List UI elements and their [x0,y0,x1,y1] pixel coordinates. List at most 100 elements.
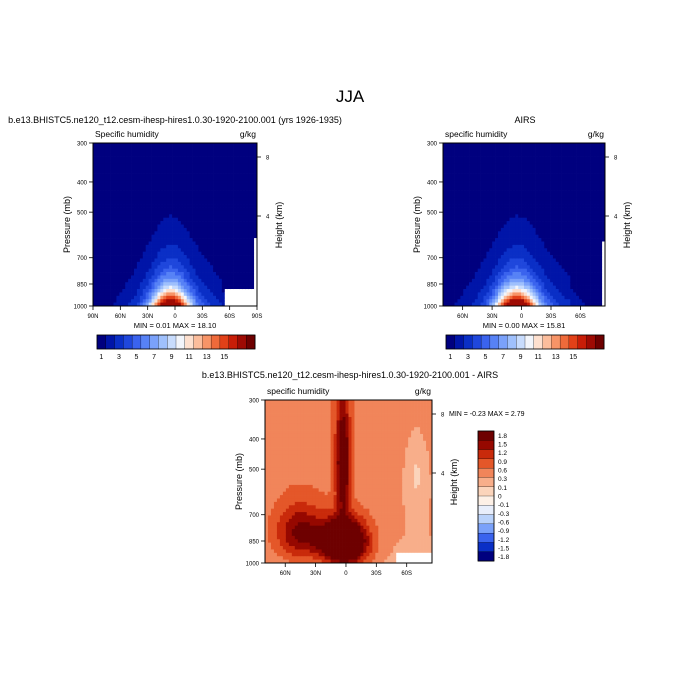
heatmap-cell [195,299,199,303]
heatmap-cell [180,173,185,178]
heatmap-cell [198,166,202,171]
heatmap-cell [248,241,252,246]
heatmap-cell [128,231,132,236]
heatmap-cell [489,217,493,222]
heatmap-cell [189,244,193,249]
heatmap-cell [547,204,551,208]
heatmap-cell [242,231,246,236]
heatmap-cell [535,258,539,263]
heatmap-cell [172,295,176,300]
heatmap-cell [573,227,577,232]
heatmap-cell [210,207,214,212]
heatmap-cell [245,282,249,286]
heatmap-cell [122,149,126,154]
heatmap-cell [104,278,108,283]
heatmap-cell [509,197,513,202]
heatmap-cell [547,258,551,263]
heatmap-cell [169,221,173,225]
heatmap-cell [503,173,507,178]
heatmap-cell [195,227,199,232]
heatmap-cell [142,258,147,263]
heatmap-cell [236,156,240,161]
heatmap-cell [101,272,106,276]
heatmap-cell [113,217,117,222]
heatmap-cell [98,289,103,293]
heatmap-cell [547,241,551,246]
heatmap-cell [576,241,580,246]
heatmap-cell [454,207,458,212]
heatmap-cell [445,207,450,212]
heatmap-cell [186,278,190,283]
heatmap-cell [492,299,496,303]
heatmap-cell [134,272,138,276]
heatmap-cell [142,275,147,280]
heatmap-cell [195,224,199,229]
heatmap-cell [177,197,182,202]
heatmap-cell [460,207,464,212]
heatmap-cell [515,146,519,151]
heatmap-cell [570,278,574,283]
heatmap-cell [547,248,551,253]
heatmap-cell [506,251,510,256]
heatmap-cell [221,241,226,246]
heatmap-cell [573,258,577,263]
heatmap-cell [486,204,490,208]
heatmap-cell [445,278,450,283]
heatmap-cell [550,251,554,256]
heatmap-cell [457,268,461,273]
heatmap-cell [524,258,528,263]
heatmap-cell [532,302,536,307]
heatmap-cell [204,193,208,198]
heatmap-cell [151,302,155,307]
heatmap-cell [558,302,562,307]
heatmap-cell [136,221,141,225]
heatmap-cell [216,153,220,157]
heatmap-cell [555,261,560,266]
heatmap-cell [177,302,182,307]
heatmap-cell [506,278,510,283]
heatmap-cell [204,153,208,157]
heatmap-cell [512,241,516,246]
heatmap-cell [547,244,551,249]
heatmap-cell [503,258,507,263]
heatmap-cell [101,207,106,212]
heatmap-cell [471,272,476,276]
heatmap-cell [186,166,190,171]
heatmap-cell [248,289,252,293]
heatmap-cell [538,180,542,185]
heatmap-cell [518,244,522,249]
heatmap-cell [518,176,522,181]
heatmap-cell [471,234,476,239]
heatmap-cell [552,251,557,256]
heatmap-cell [195,231,199,236]
subtitle-left: Specific humidity [95,129,160,139]
heatmap-cell [532,265,536,269]
heatmap-cell [221,224,226,229]
heatmap-cell [567,268,571,273]
heatmap-cell [113,231,117,236]
heatmap-cell [180,292,185,297]
heatmap-cell [474,149,479,154]
heatmap-cell [151,275,155,280]
heatmap-cell [529,299,534,303]
heatmap-cell [254,289,258,293]
heatmap-cell [134,207,138,212]
heatmap-cell [544,200,548,205]
heatmap-cell [122,204,126,208]
heatmap-cell [189,187,193,191]
heatmap-cell [198,231,202,236]
heatmap-cell [483,248,487,253]
heatmap-cell [486,166,490,171]
heatmap-cell [521,176,525,181]
heatmap-cell [518,170,522,174]
heatmap-cell [101,289,106,293]
heatmap-cell [564,261,568,266]
heatmap-cell [460,180,464,185]
heatmap-cell [239,187,243,191]
heatmap-cell [532,180,536,185]
heatmap-cell [160,251,164,256]
heatmap-cell [518,183,522,188]
heatmap-cell [101,282,106,286]
heatmap-cell [451,183,455,188]
heatmap-cell [175,190,179,195]
